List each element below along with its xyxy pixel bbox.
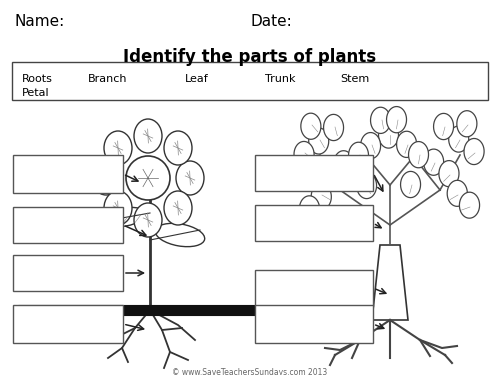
- Polygon shape: [424, 149, 444, 175]
- Polygon shape: [448, 126, 468, 152]
- Polygon shape: [378, 122, 398, 148]
- Text: Date:: Date:: [250, 14, 292, 29]
- Polygon shape: [356, 172, 376, 199]
- Bar: [255, 305, 373, 343]
- Polygon shape: [434, 113, 454, 140]
- Polygon shape: [319, 163, 339, 189]
- Bar: [255, 205, 373, 241]
- Polygon shape: [324, 114, 344, 141]
- Polygon shape: [464, 138, 484, 165]
- Ellipse shape: [164, 191, 192, 225]
- Text: Branch: Branch: [88, 74, 128, 84]
- Polygon shape: [360, 133, 380, 159]
- Ellipse shape: [156, 224, 204, 247]
- Bar: [255, 155, 373, 191]
- Ellipse shape: [92, 161, 120, 195]
- Text: Roots: Roots: [22, 74, 53, 84]
- Ellipse shape: [134, 203, 162, 237]
- Polygon shape: [408, 141, 428, 168]
- Text: Name:: Name:: [14, 14, 64, 29]
- Ellipse shape: [104, 191, 132, 225]
- Polygon shape: [334, 151, 353, 177]
- Polygon shape: [311, 184, 332, 210]
- Bar: [12, 62, 488, 100]
- Polygon shape: [460, 192, 479, 218]
- Ellipse shape: [164, 131, 192, 165]
- Polygon shape: [400, 171, 420, 198]
- Polygon shape: [308, 128, 328, 154]
- Polygon shape: [300, 196, 320, 222]
- Ellipse shape: [134, 119, 162, 153]
- Polygon shape: [370, 107, 390, 134]
- Text: Identify the parts of plants: Identify the parts of plants: [124, 48, 376, 66]
- Bar: [13, 155, 123, 193]
- Polygon shape: [439, 160, 459, 187]
- Polygon shape: [396, 131, 416, 158]
- Circle shape: [126, 156, 170, 200]
- Bar: [255, 270, 373, 306]
- Polygon shape: [386, 106, 406, 133]
- Text: Petal: Petal: [22, 88, 50, 98]
- Text: Stem: Stem: [340, 74, 369, 84]
- Polygon shape: [457, 111, 477, 137]
- Bar: [13, 305, 123, 343]
- Text: Trunk: Trunk: [265, 74, 296, 84]
- Polygon shape: [447, 180, 468, 206]
- Polygon shape: [294, 141, 314, 168]
- Bar: [13, 207, 123, 243]
- Polygon shape: [301, 113, 321, 139]
- Polygon shape: [372, 245, 408, 320]
- Bar: [13, 255, 123, 291]
- Ellipse shape: [104, 131, 132, 165]
- Polygon shape: [348, 142, 368, 168]
- Text: © www.SaveTeachersSundays.com 2013: © www.SaveTeachersSundays.com 2013: [172, 368, 328, 375]
- Text: Leaf: Leaf: [185, 74, 209, 84]
- Ellipse shape: [104, 207, 146, 226]
- Ellipse shape: [176, 161, 204, 195]
